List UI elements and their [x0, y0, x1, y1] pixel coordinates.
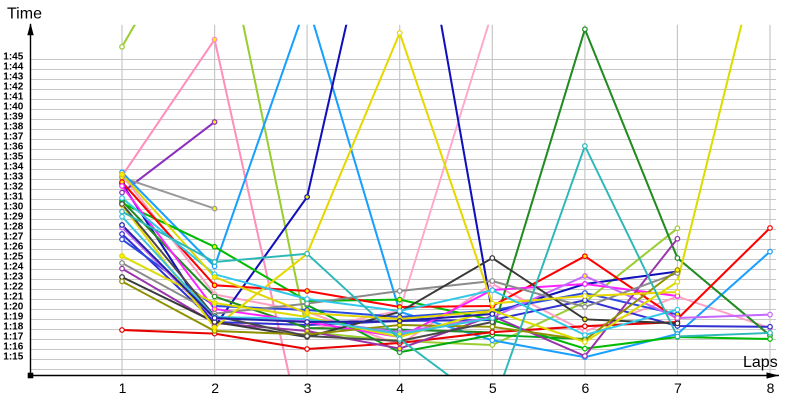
svg-text:5: 5 — [489, 380, 497, 396]
svg-text:7: 7 — [674, 380, 682, 396]
svg-text:1:32: 1:32 — [3, 182, 23, 193]
svg-text:6: 6 — [582, 380, 590, 396]
svg-text:3: 3 — [304, 380, 312, 396]
svg-text:1:35: 1:35 — [3, 152, 23, 163]
svg-text:1:21: 1:21 — [3, 292, 23, 303]
svg-text:1:18: 1:18 — [3, 322, 23, 333]
svg-text:2: 2 — [211, 380, 219, 396]
svg-text:1:24: 1:24 — [3, 262, 23, 273]
svg-text:1:26: 1:26 — [3, 242, 23, 253]
svg-text:1:43: 1:43 — [3, 72, 23, 83]
svg-text:1:17: 1:17 — [3, 332, 23, 343]
svg-text:1:40: 1:40 — [3, 102, 23, 113]
svg-text:1:25: 1:25 — [3, 252, 23, 263]
svg-text:1:34: 1:34 — [3, 162, 23, 173]
svg-text:1:19: 1:19 — [3, 312, 23, 323]
svg-text:1:39: 1:39 — [3, 112, 23, 123]
svg-text:1: 1 — [119, 380, 127, 396]
svg-text:1:33: 1:33 — [3, 172, 23, 183]
svg-text:1:44: 1:44 — [3, 62, 23, 73]
svg-text:1:37: 1:37 — [3, 132, 23, 143]
svg-text:1:31: 1:31 — [3, 192, 23, 203]
svg-text:1:16: 1:16 — [3, 342, 23, 353]
svg-text:1:41: 1:41 — [3, 92, 23, 103]
svg-text:1:20: 1:20 — [3, 302, 23, 313]
svg-text:1:23: 1:23 — [3, 272, 23, 283]
svg-text:1:36: 1:36 — [3, 142, 23, 153]
svg-text:Time: Time — [7, 6, 42, 23]
svg-text:1:28: 1:28 — [3, 222, 23, 233]
svg-text:1:42: 1:42 — [3, 82, 23, 93]
svg-text:1:38: 1:38 — [3, 122, 23, 133]
svg-text:1:27: 1:27 — [3, 232, 23, 243]
svg-text:1:30: 1:30 — [3, 202, 23, 213]
svg-text:1:22: 1:22 — [3, 282, 23, 293]
svg-text:1:45: 1:45 — [3, 52, 23, 63]
svg-text:1:15: 1:15 — [3, 352, 23, 363]
svg-text:4: 4 — [396, 380, 404, 396]
svg-text:1:29: 1:29 — [3, 212, 23, 223]
svg-text:8: 8 — [767, 380, 775, 396]
svg-text:Laps: Laps — [743, 354, 778, 371]
